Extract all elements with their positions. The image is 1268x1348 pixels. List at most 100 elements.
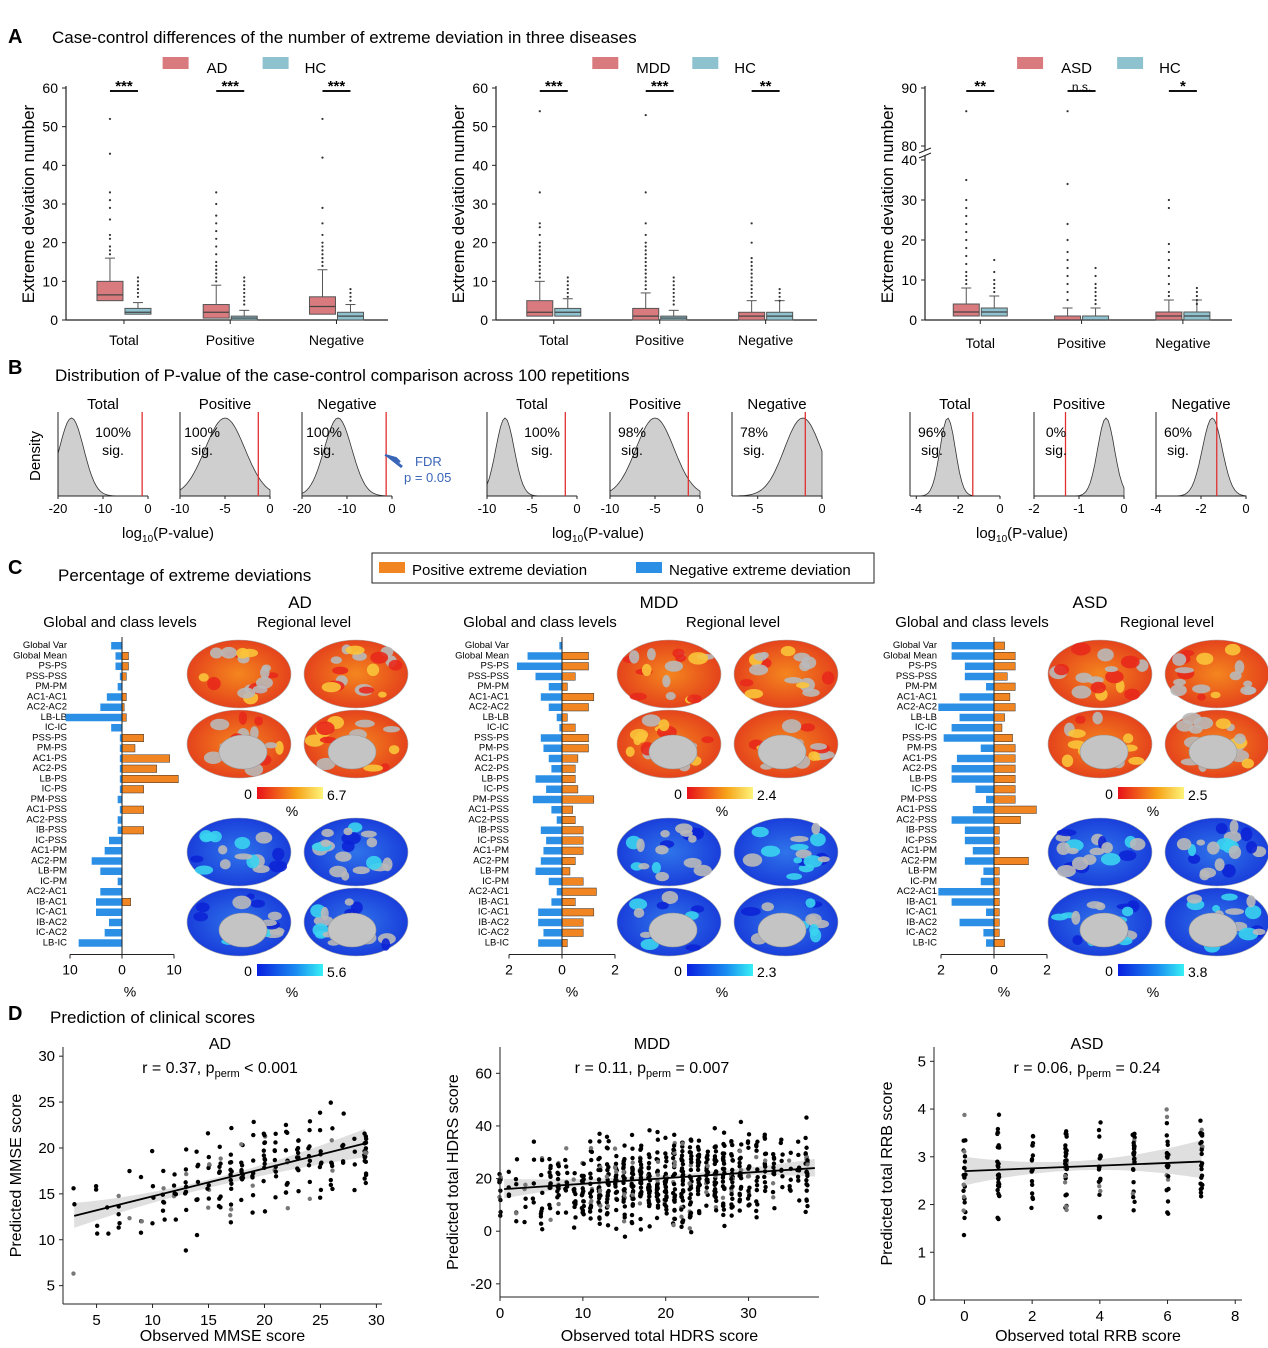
data-point bbox=[962, 1233, 966, 1237]
data-point bbox=[161, 1169, 165, 1173]
x-axis-unit: % bbox=[566, 984, 578, 1000]
brain-medial-core bbox=[649, 735, 697, 769]
brain-region bbox=[1225, 644, 1241, 656]
bar-positive bbox=[122, 693, 126, 701]
x-axis-label-pvalue: log10(P-value) bbox=[552, 525, 644, 545]
outlier-point bbox=[993, 283, 995, 285]
data-point bbox=[672, 1160, 676, 1164]
brain-medial-core bbox=[1189, 735, 1237, 769]
colorbar-negative bbox=[687, 964, 753, 976]
data-point bbox=[639, 1181, 643, 1185]
bar-positive bbox=[562, 775, 575, 783]
sig-word: sig. bbox=[921, 442, 943, 458]
data-point bbox=[252, 1120, 256, 1124]
scatter-title: MDD bbox=[634, 1036, 670, 1053]
data-point bbox=[647, 1161, 651, 1165]
bar-negative bbox=[952, 775, 994, 783]
data-point bbox=[755, 1175, 759, 1179]
data-point bbox=[307, 1163, 311, 1167]
data-point bbox=[664, 1198, 668, 1202]
data-point bbox=[1030, 1157, 1034, 1161]
bar-negative bbox=[952, 652, 994, 660]
data-point bbox=[1131, 1195, 1135, 1199]
outlier-point bbox=[751, 273, 753, 275]
data-point bbox=[622, 1192, 626, 1196]
data-point bbox=[605, 1211, 609, 1215]
data-point bbox=[184, 1190, 188, 1194]
outlier-point bbox=[1094, 303, 1096, 305]
brain-region bbox=[1215, 858, 1225, 871]
data-point bbox=[679, 1207, 683, 1211]
data-point bbox=[763, 1164, 767, 1168]
bar-negative bbox=[543, 929, 562, 937]
outlier-point bbox=[539, 242, 541, 244]
outlier-point bbox=[215, 230, 217, 232]
data-point bbox=[195, 1164, 199, 1168]
data-point bbox=[582, 1162, 586, 1166]
brain-region bbox=[1240, 686, 1255, 695]
brain-pos-medial bbox=[734, 710, 838, 778]
outlier-point bbox=[539, 245, 541, 247]
outlier-point bbox=[215, 191, 217, 193]
data-point bbox=[696, 1148, 700, 1152]
data-point bbox=[95, 1224, 99, 1228]
data-point bbox=[746, 1189, 750, 1193]
data-point bbox=[1063, 1154, 1067, 1158]
data-point bbox=[754, 1149, 758, 1153]
data-point bbox=[589, 1205, 593, 1209]
brain-region bbox=[761, 846, 780, 857]
brain-region bbox=[808, 751, 819, 761]
percentage-panel-ad: ADGlobal and class levels Regional levelG… bbox=[13, 593, 408, 1000]
data-point bbox=[523, 1183, 527, 1187]
density-2-0: -4 -2 0Total96%sig. bbox=[910, 396, 1004, 516]
brain-region bbox=[195, 865, 213, 874]
x-axis-label: Observed total HDRS score bbox=[561, 1328, 759, 1345]
outlier-point bbox=[243, 288, 245, 290]
colorbar-unit: % bbox=[1147, 984, 1159, 1000]
brain-region bbox=[1124, 689, 1140, 701]
data-point bbox=[598, 1188, 602, 1192]
data-point bbox=[629, 1184, 633, 1188]
legend-case-label: ASD bbox=[1061, 60, 1092, 77]
data-point bbox=[606, 1165, 610, 1169]
outlier-point bbox=[539, 273, 541, 275]
brain-medial-core bbox=[1080, 735, 1128, 769]
data-point bbox=[184, 1172, 188, 1176]
bar-positive bbox=[122, 755, 170, 763]
bar-negative bbox=[549, 878, 562, 886]
data-point bbox=[605, 1146, 609, 1150]
outlier-point bbox=[215, 276, 217, 278]
data-point bbox=[721, 1179, 725, 1183]
bar-negative bbox=[118, 878, 122, 886]
x-axis-unit: % bbox=[998, 984, 1010, 1000]
data-point bbox=[218, 1205, 222, 1209]
brain-region bbox=[321, 829, 333, 837]
data-point bbox=[556, 1211, 560, 1215]
brain-region bbox=[381, 938, 390, 950]
brain-neg-lateral bbox=[1048, 818, 1152, 886]
bar-negative bbox=[536, 775, 563, 783]
box bbox=[633, 308, 659, 320]
scatter-title: AD bbox=[209, 1036, 231, 1053]
data-point bbox=[239, 1142, 243, 1146]
data-point bbox=[763, 1189, 767, 1193]
legend-swatch-control bbox=[263, 57, 289, 69]
bar-negative bbox=[538, 939, 562, 947]
data-point bbox=[780, 1185, 784, 1189]
sig-percent: 78% bbox=[740, 424, 768, 440]
data-point bbox=[1030, 1169, 1034, 1173]
data-point bbox=[796, 1178, 800, 1182]
data-point bbox=[330, 1138, 334, 1142]
data-point bbox=[805, 1183, 809, 1187]
data-point bbox=[1200, 1183, 1204, 1187]
brain-region bbox=[221, 647, 237, 659]
x-tick-label: 5 bbox=[92, 1312, 100, 1329]
data-point bbox=[564, 1210, 568, 1214]
brain-region bbox=[321, 907, 329, 920]
bar-positive bbox=[562, 663, 589, 671]
bar-negative bbox=[100, 888, 122, 896]
box bbox=[125, 308, 151, 314]
data-point bbox=[995, 1130, 999, 1134]
data-point bbox=[250, 1210, 254, 1214]
